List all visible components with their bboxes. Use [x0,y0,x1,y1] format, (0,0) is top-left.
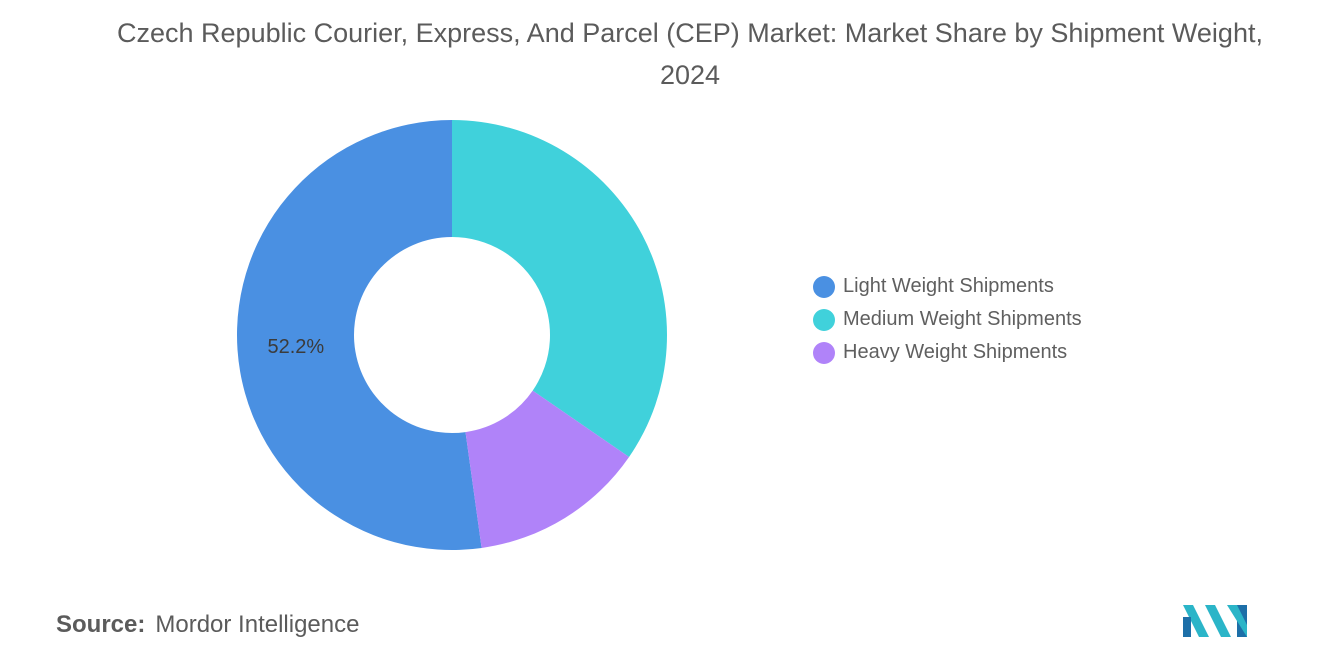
legend-item: Medium Weight Shipments [813,303,1082,336]
data-label: 52.2% [268,336,325,358]
legend-item: Heavy Weight Shipments [813,336,1082,369]
legend-swatch [813,275,835,298]
mordor-intelligence-logo [1183,605,1247,637]
logo-shape-left-bar [1183,617,1191,637]
donut-slice-light-weight-shipments [236,120,482,550]
source-note: Source: Mordor Intelligence [56,611,359,639]
logo-shape-right [1227,605,1247,637]
logo-shape-middle [1205,605,1231,637]
donut-slice-heavy-weight-shipments [465,390,630,548]
legend-item: Light Weight Shipments [813,270,1082,303]
legend-label: Light Weight Shipments [843,275,1054,297]
legend-label: Heavy Weight Shipments [843,341,1068,363]
chart-legend: Light Weight Shipments Medium Weight Ship… [813,270,1082,369]
legend-swatch [813,308,835,331]
source-text: Mordor Intelligence [155,611,360,638]
source-prefix: Source: [56,611,146,638]
legend-swatch [813,341,835,364]
legend-label: Medium Weight Shipments [843,308,1082,330]
logo-shape-left [1183,605,1209,637]
donut-slice-medium-weight-shipments [452,120,667,457]
chart-title: Czech Republic Courier, Express, And Par… [117,18,1263,90]
